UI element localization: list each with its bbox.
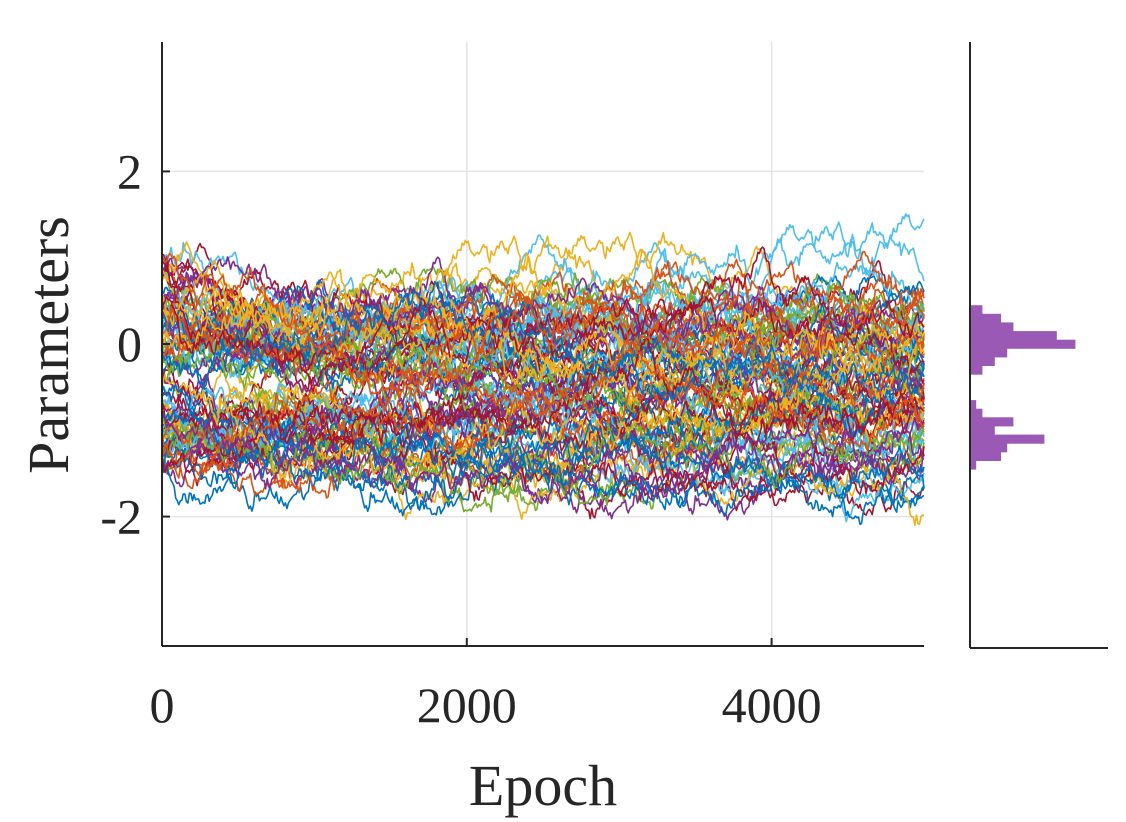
histogram-bar — [970, 400, 977, 410]
y-tick-label: -2 — [100, 489, 142, 545]
main-axes — [161, 42, 924, 647]
histogram-bar — [970, 443, 1008, 453]
y-axis-label: Parameters — [16, 216, 81, 474]
x-tick-label: 0 — [150, 677, 175, 733]
histogram-bar — [970, 460, 977, 470]
trajectory-line — [161, 433, 925, 526]
histogram-bar — [970, 356, 995, 366]
trajectory-line — [161, 383, 925, 499]
histogram-bar — [970, 365, 983, 375]
histogram-bar — [970, 417, 1014, 427]
histogram-bar — [970, 322, 1014, 332]
trajectory-line — [161, 281, 925, 367]
histogram-axes — [969, 42, 1108, 649]
x-tick-labels: 0 2000 4000 — [150, 677, 822, 733]
trajectory-line — [161, 246, 925, 374]
histogram-bar — [970, 426, 995, 436]
trajectory-line — [161, 241, 925, 386]
histogram-bar — [970, 331, 1057, 341]
trajectory-line — [161, 235, 925, 373]
trajectory-line — [161, 280, 925, 401]
main-plot: 2 0 -2 0 2000 4000 Epoch Parameters — [16, 42, 925, 818]
histogram-bars — [970, 305, 1076, 470]
histogram-bar — [970, 408, 983, 418]
histogram-plot — [969, 42, 1108, 649]
trajectory-line — [161, 293, 925, 394]
trajectory-line — [161, 234, 925, 366]
histogram-bar — [970, 305, 983, 315]
x-tick-label: 2000 — [417, 677, 517, 733]
trajectory-line — [161, 311, 925, 391]
trajectory-line — [161, 337, 925, 474]
histogram-bar — [970, 451, 1001, 461]
histogram-bar — [970, 348, 1008, 358]
y-tick-labels: 2 0 -2 — [100, 143, 142, 544]
trajectory-line — [161, 410, 925, 505]
trajectory-lines — [161, 213, 925, 527]
histogram-bar — [970, 339, 1076, 349]
trajectory-line — [161, 256, 925, 377]
trajectory-line — [161, 341, 925, 481]
x-axis-label: Epoch — [469, 753, 617, 818]
y-tick-label: 0 — [117, 316, 142, 372]
trajectory-line — [161, 341, 925, 452]
trajectory-line — [161, 333, 925, 476]
trajectory-line — [161, 252, 925, 397]
histogram-bar — [970, 434, 1045, 444]
y-tick-label: 2 — [117, 143, 142, 199]
trajectory-line — [161, 259, 925, 431]
histogram-bar — [970, 313, 1001, 323]
trajectory-line — [161, 325, 925, 424]
x-tick-label: 4000 — [722, 677, 822, 733]
trajectory-line — [161, 358, 925, 467]
